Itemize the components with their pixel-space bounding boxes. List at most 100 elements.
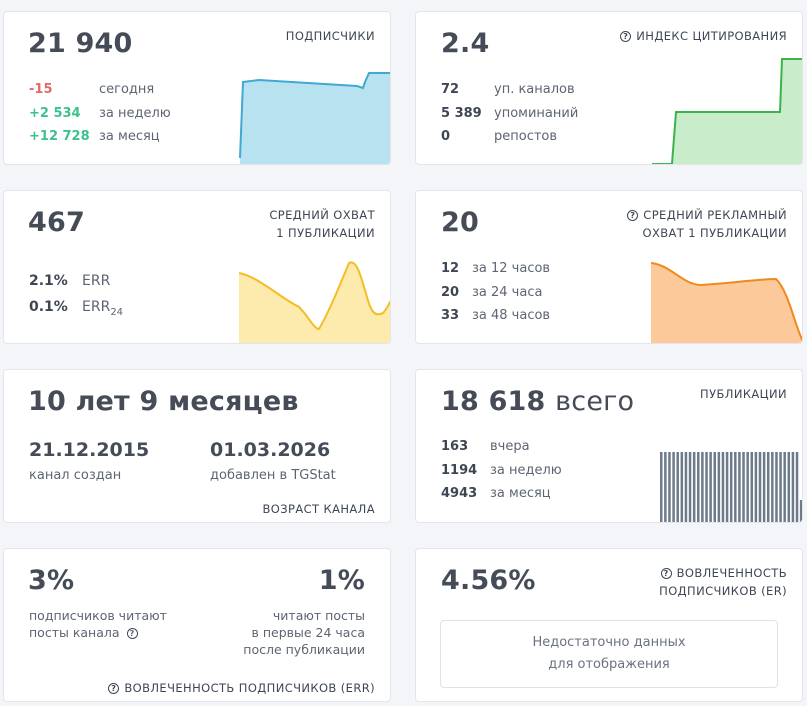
ad-reach-value: 20 [441, 207, 479, 238]
er-card: 4.56% ? ВОВЛЕЧЕННОСТЬ ПОДПИСЧИКОВ (ER) Не… [415, 548, 803, 702]
posts-bar [713, 452, 716, 522]
posts-bar [775, 452, 778, 522]
help-icon[interactable]: ? [126, 628, 138, 639]
err-right-caption: читают посты в первые 24 часа после публ… [243, 608, 365, 657]
posts-bar [771, 452, 774, 522]
er-value: 4.56% [441, 565, 536, 596]
created-date: 21.12.2015 [29, 439, 150, 461]
ad-reach-24h-value: 20 [441, 285, 460, 300]
posts-bar [742, 452, 745, 522]
ad-reach-label: ? СРЕДНИЙ РЕКЛАМНЫЙ ОХВАТ 1 ПУБЛИКАЦИИ [627, 206, 787, 242]
subscribers-today-value: -15 [29, 82, 53, 97]
posts-bar [697, 452, 700, 522]
ad-reach-12h-value: 12 [441, 261, 460, 276]
subscribers-week-text: за неделю [99, 106, 171, 121]
posts-bar-sparkline [660, 452, 802, 522]
posts-bar [754, 452, 758, 522]
citation-reposts-text: репостов [494, 129, 558, 144]
subscribers-card: 21 940 ПОДПИСЧИКИ -15 сегодня +2 534 за … [3, 11, 391, 165]
err-text: ERR [82, 273, 111, 289]
posts-month-value: 4943 [441, 486, 478, 501]
posts-bar [664, 452, 667, 522]
help-icon[interactable]: ? [108, 683, 120, 694]
avg-reach-card: 467 СРЕДНИЙ ОХВАТ 1 ПУБЛИКАЦИИ 2.1% ERR … [3, 190, 391, 344]
posts-bar [721, 452, 725, 522]
citation-channels-value: 72 [441, 82, 460, 97]
posts-total: 18 618 всего [441, 386, 635, 417]
posts-bar [762, 452, 766, 522]
subscribers-month-text: за месяц [99, 129, 160, 144]
posts-bar [688, 452, 692, 522]
err-value: 2.1% [29, 273, 68, 289]
posts-bar [766, 452, 770, 522]
citation-sparkline [652, 58, 802, 164]
posts-bar [729, 452, 733, 522]
posts-card: 18 618 всего ПУБЛИКАЦИИ 163 вчера 1194 з… [415, 369, 803, 523]
posts-label: ПУБЛИКАЦИИ [700, 387, 787, 401]
posts-bar [705, 452, 708, 522]
citation-mentions-value: 5 389 [441, 106, 482, 121]
posts-month-text: за месяц [490, 486, 551, 501]
posts-yesterday-value: 163 [441, 439, 469, 454]
posts-bar [738, 452, 741, 522]
posts-bar [668, 452, 671, 522]
posts-bar [734, 452, 737, 522]
subscribers-sparkline [239, 72, 390, 164]
err24-text: ERR24 [82, 299, 124, 318]
help-icon[interactable]: ? [620, 31, 632, 42]
citation-label: ? ИНДЕКС ЦИТИРОВАНИЯ [620, 27, 787, 45]
avg-reach-label: СРЕДНИЙ ОХВАТ 1 ПУБЛИКАЦИИ [269, 208, 375, 240]
help-icon[interactable]: ? [627, 210, 639, 221]
subscribers-count: 21 940 [28, 28, 133, 59]
channel-age-value: 10 лет 9 месяцев [28, 386, 299, 417]
posts-bar [660, 452, 663, 522]
subscribers-month-value: +12 728 [29, 129, 90, 144]
citation-index-value: 2.4 [441, 28, 490, 59]
posts-week-text: за неделю [490, 463, 562, 478]
posts-bar [746, 452, 749, 522]
ad-reach-48h-value: 33 [441, 308, 460, 323]
posts-bar [725, 452, 729, 522]
avg-reach-sparkline [239, 261, 390, 343]
err-card: 3% подписчиков читают посты канала ? 1% … [3, 548, 391, 702]
err-right-value: 1% [318, 565, 365, 596]
er-label: ? ВОВЛЕЧЕННОСТЬ ПОДПИСЧИКОВ (ER) [659, 566, 787, 598]
err-label: ? ВОВЛЕЧЕННОСТЬ ПОДПИСЧИКОВ (ERR) [108, 679, 375, 697]
subscribers-label: ПОДПИСЧИКИ [285, 29, 375, 43]
avg-reach-value: 467 [28, 207, 85, 238]
ad-reach-12h-text: за 12 часов [472, 261, 551, 276]
err-left-caption: подписчиков читают посты канала ? [29, 608, 167, 640]
added-date: 01.03.2026 [210, 439, 331, 461]
posts-bar [791, 452, 795, 522]
posts-bar [750, 452, 754, 522]
posts-bar [672, 452, 675, 522]
posts-bar [787, 452, 791, 522]
created-text: канал создан [29, 468, 122, 483]
err24-value: 0.1% [29, 299, 68, 315]
posts-bar [758, 452, 762, 522]
help-icon[interactable]: ? [660, 568, 672, 579]
posts-yesterday-text: вчера [490, 439, 530, 454]
posts-bar [701, 452, 704, 522]
posts-bar [795, 452, 799, 522]
channel-age-label: ВОЗРАСТ КАНАЛА [262, 502, 375, 516]
subscribers-today-text: сегодня [99, 82, 155, 97]
no-data-box: Недостаточно данных для отображения [440, 620, 778, 688]
citation-reposts-value: 0 [441, 129, 451, 144]
ad-reach-24h-text: за 24 часа [472, 285, 543, 300]
posts-bar [676, 452, 679, 522]
added-text: добавлен в TGStat [210, 468, 336, 483]
posts-bar [717, 452, 721, 522]
citation-card: 2.4 ? ИНДЕКС ЦИТИРОВАНИЯ 72 уп. каналов 5… [415, 11, 803, 165]
posts-bar [783, 452, 786, 522]
posts-bar [709, 452, 712, 522]
posts-bar [684, 452, 688, 522]
citation-channels-text: уп. каналов [494, 82, 575, 97]
posts-bar [779, 452, 782, 522]
err-left-value: 3% [28, 565, 75, 596]
channel-age-card: 10 лет 9 месяцев 21.12.2015 канал создан… [3, 369, 391, 523]
citation-mentions-text: упоминаний [494, 106, 579, 121]
posts-week-value: 1194 [441, 463, 478, 478]
ad-reach-sparkline [651, 262, 802, 343]
posts-bar [680, 452, 684, 522]
